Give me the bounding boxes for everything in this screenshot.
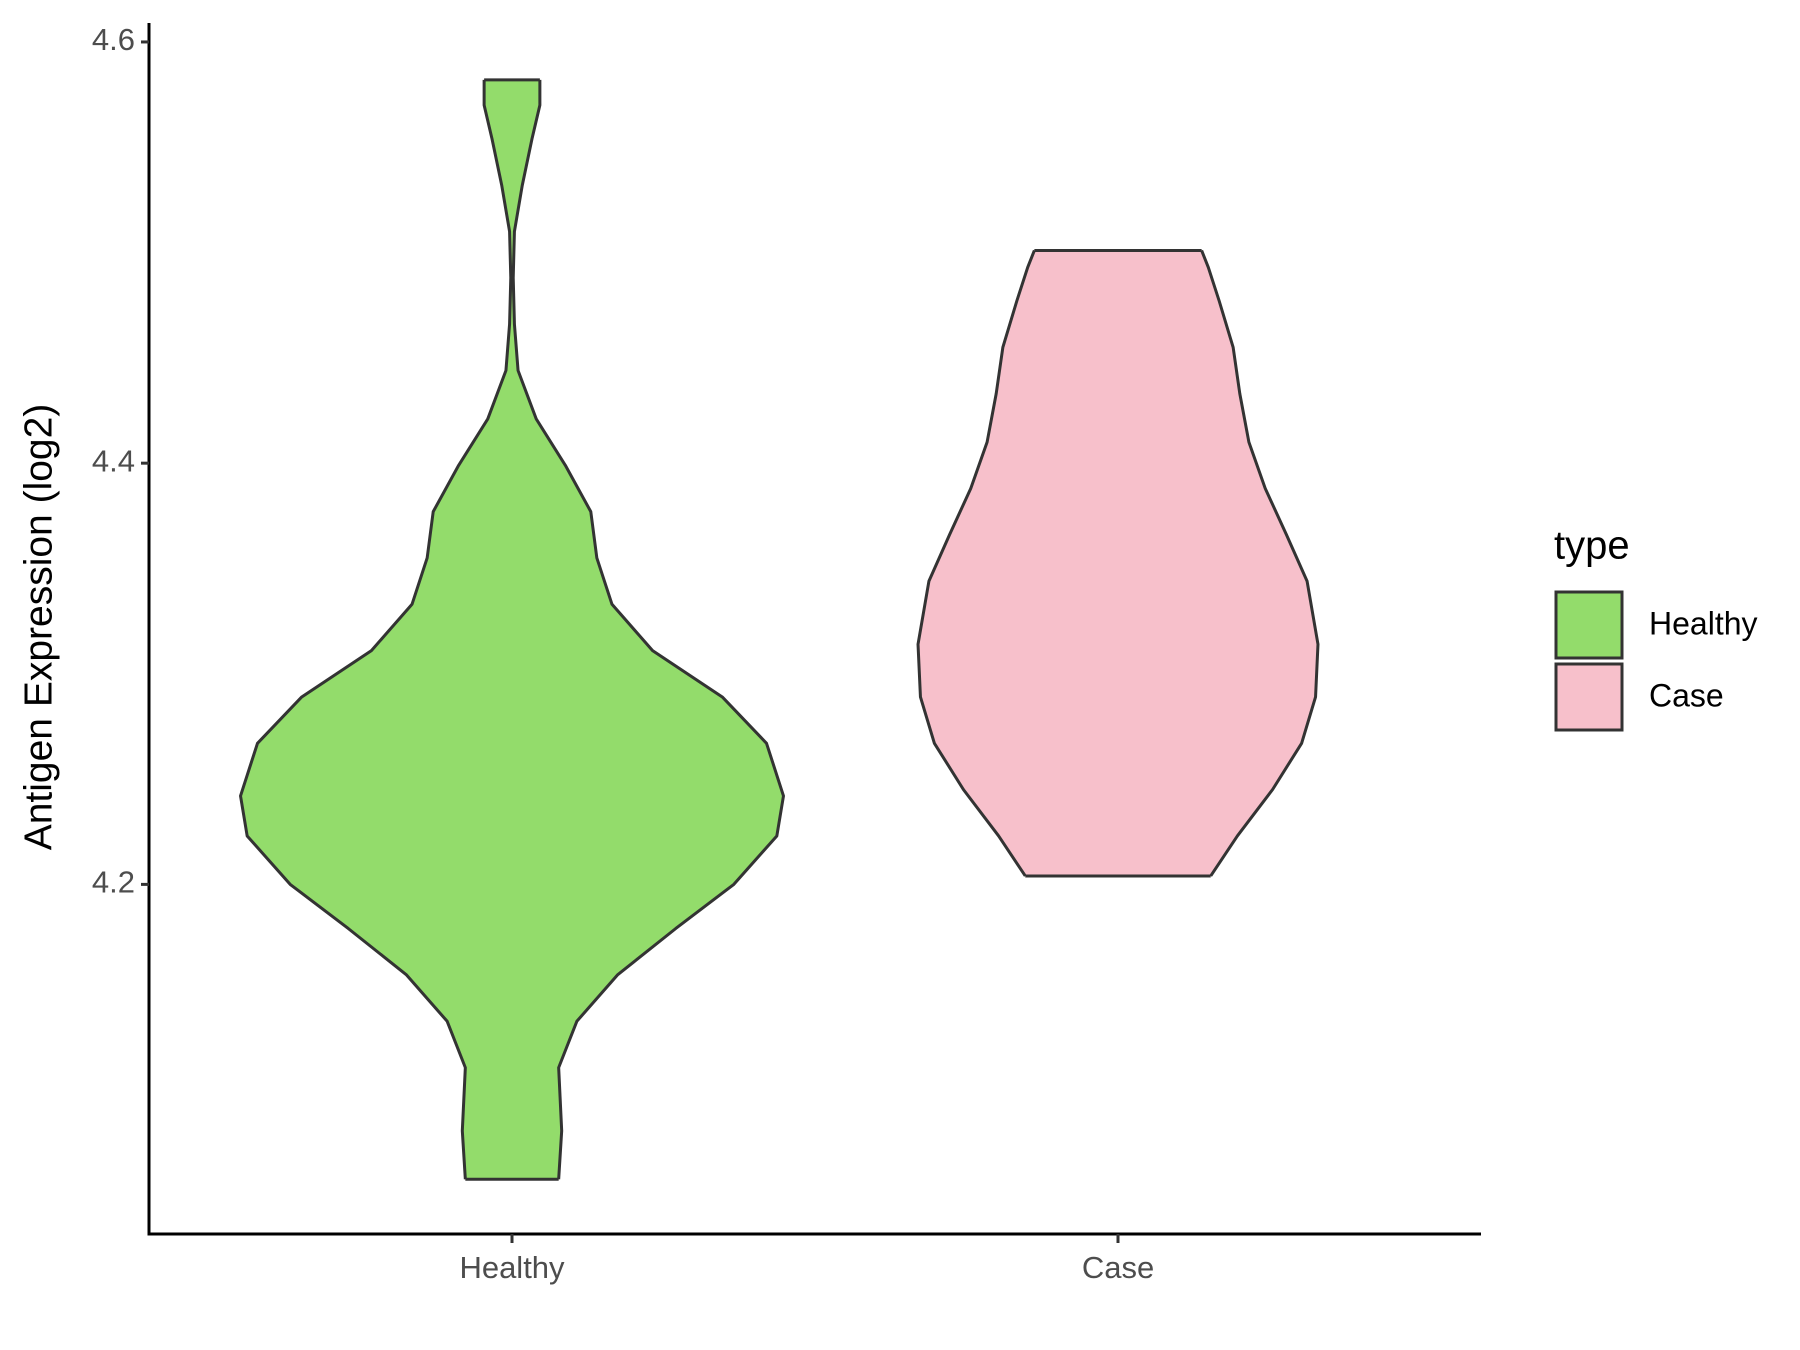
violin-fill bbox=[918, 250, 1318, 876]
legend-title: type bbox=[1554, 524, 1630, 568]
violin-fill bbox=[240, 79, 784, 1180]
x-tick-label: Case bbox=[1082, 1250, 1154, 1285]
violin-left-outline bbox=[916, 249, 1036, 877]
violin-right-outline bbox=[511, 79, 785, 1180]
y-tick-label: 4.4 bbox=[92, 443, 135, 478]
y-tick-label: 4.6 bbox=[92, 22, 135, 57]
violin-right-outline bbox=[1200, 249, 1320, 877]
violin-left-outline bbox=[239, 79, 513, 1180]
x-tick-label: Healthy bbox=[459, 1250, 565, 1285]
legend-key bbox=[1554, 590, 1624, 660]
y-tick-label: 4.2 bbox=[92, 865, 135, 900]
legend-label: Case bbox=[1649, 677, 1724, 713]
legend-label: Healthy bbox=[1649, 605, 1758, 641]
y-axis-title: Antigen Expression (log2) bbox=[17, 404, 60, 851]
legend-key bbox=[1554, 662, 1624, 732]
